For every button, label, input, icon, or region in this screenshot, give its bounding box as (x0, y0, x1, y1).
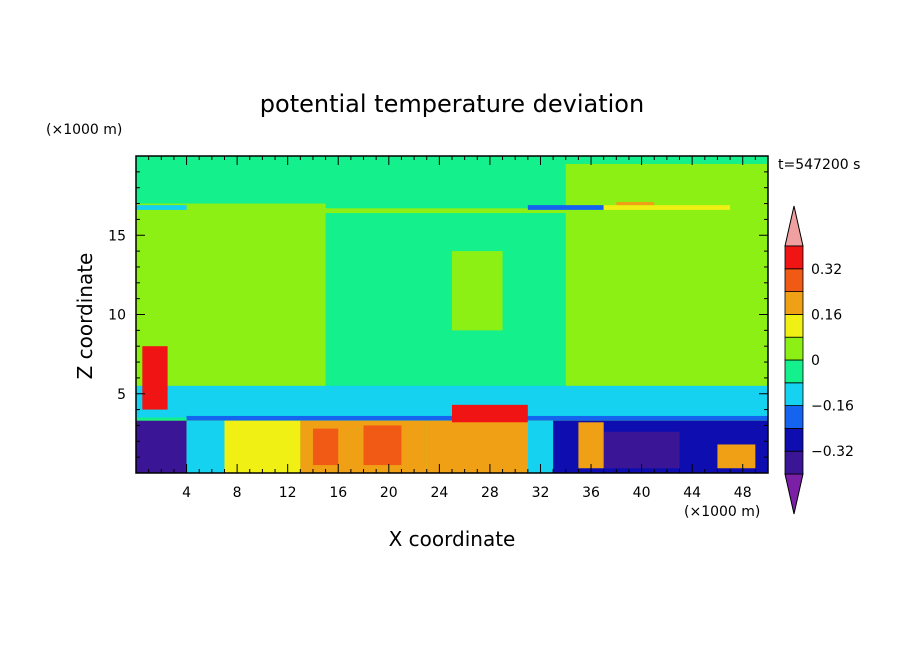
colorbar-swatch (784, 427, 804, 452)
colorbar-tick-label: 0 (811, 353, 820, 369)
field-region (142, 346, 168, 410)
x-tick-label: 12 (279, 485, 297, 501)
colorbar-swatch (784, 359, 804, 384)
x-tick-label: 40 (633, 485, 651, 501)
colorbar-tick-label: 0.16 (811, 307, 842, 323)
colorbar-tick-label: −0.16 (811, 399, 854, 415)
field-region (136, 205, 187, 210)
x-tick-label: 20 (380, 485, 398, 501)
x-axis-label: X coordinate (389, 527, 516, 551)
field-region (224, 420, 301, 473)
x-tick-label: 32 (532, 485, 550, 501)
y-axis: 5 10 15 (108, 155, 768, 474)
colorbar-tick-label: −0.32 (811, 444, 854, 460)
x-tick-label: 16 (329, 485, 347, 501)
x-tick-label: 24 (430, 485, 448, 501)
field-region (578, 422, 604, 469)
colorbar: 0.32 0.16 0 −0.16 −0.32 (784, 205, 854, 515)
y-tick-label: 10 (108, 308, 126, 324)
colorbar-swatch (784, 382, 804, 406)
colorbar-swatch (784, 336, 804, 361)
field-region (426, 420, 528, 473)
field-region (603, 205, 731, 210)
field-region (452, 404, 528, 423)
field-region (527, 205, 604, 210)
chart-title: potential temperature deviation (260, 90, 644, 118)
x-axis: 4 8 12 16 20 24 28 32 36 40 44 48 (135, 156, 769, 501)
field-region (603, 431, 680, 469)
field-region (136, 208, 768, 214)
x-tick-label: 28 (481, 485, 499, 501)
field-region (186, 420, 225, 473)
plot-regions (136, 156, 768, 473)
x-tick-label: 8 (233, 485, 242, 501)
colorbar-swatch (784, 245, 804, 270)
time-label: t=547200 s (778, 157, 860, 173)
y-axis-label: Z coordinate (73, 253, 97, 380)
field-region (565, 163, 768, 394)
field-region (452, 251, 503, 331)
y-tick-label: 5 (117, 387, 126, 403)
colorbar-max-arrow (784, 205, 804, 247)
x-tick-label: 4 (182, 485, 191, 501)
x-unit-label: (×1000 m) (684, 504, 760, 520)
colorbar-swatch (784, 405, 804, 429)
x-tick-label: 44 (683, 485, 701, 501)
y-tick-label: 15 (108, 228, 126, 244)
field-region (363, 425, 402, 466)
field-region (136, 420, 187, 473)
field-region (173, 251, 200, 315)
field-region (616, 201, 655, 206)
y-unit-label: (×1000 m) (46, 122, 122, 138)
field-region (312, 428, 339, 466)
colorbar-swatch (784, 450, 804, 475)
colorbar-min-arrow (784, 473, 804, 515)
x-tick-label: 48 (734, 485, 752, 501)
colorbar-swatch (784, 313, 804, 338)
colorbar-swatch (784, 291, 804, 315)
field-region (717, 444, 756, 469)
x-tick-label: 36 (582, 485, 600, 501)
colorbar-swatch (784, 268, 804, 292)
colorbar-tick-label: 0.32 (811, 262, 842, 278)
